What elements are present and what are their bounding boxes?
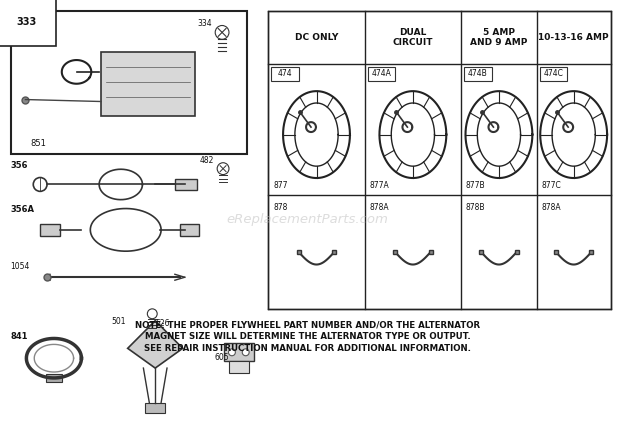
Circle shape <box>242 349 249 356</box>
Text: 5 AMP
AND 9 AMP: 5 AMP AND 9 AMP <box>470 28 528 47</box>
Text: 878A: 878A <box>542 203 561 212</box>
Bar <box>11 11 247 154</box>
Text: 526: 526 <box>155 319 170 328</box>
Text: NOTE: THE PROPER FLYWHEEL PART NUMBER AND/OR THE ALTERNATOR
MAGNET SIZE WILL DET: NOTE: THE PROPER FLYWHEEL PART NUMBER AN… <box>135 321 480 353</box>
FancyBboxPatch shape <box>229 361 249 373</box>
Bar <box>101 52 195 117</box>
Text: DUAL
CIRCUIT: DUAL CIRCUIT <box>392 28 433 47</box>
Polygon shape <box>128 321 183 368</box>
Text: 877: 877 <box>273 181 288 191</box>
Text: 877B: 877B <box>466 181 485 191</box>
Bar <box>272 67 299 81</box>
Text: 841: 841 <box>11 332 28 341</box>
Text: 474A: 474A <box>371 69 391 78</box>
Text: 878A: 878A <box>370 203 389 212</box>
Text: 877C: 877C <box>542 181 562 191</box>
Bar <box>368 67 395 81</box>
Bar <box>175 179 197 191</box>
Bar <box>46 374 62 382</box>
Text: 878B: 878B <box>466 203 485 212</box>
Text: 878: 878 <box>273 203 288 212</box>
Text: 356A: 356A <box>11 205 35 214</box>
Text: 474C: 474C <box>544 69 564 78</box>
FancyBboxPatch shape <box>224 343 254 361</box>
Text: 605: 605 <box>215 353 229 362</box>
Text: 501: 501 <box>111 317 125 326</box>
Text: 356: 356 <box>11 161 28 170</box>
Text: 1054: 1054 <box>11 262 30 272</box>
Bar <box>180 224 200 236</box>
Text: eReplacementParts.com: eReplacementParts.com <box>227 213 389 226</box>
Text: 474B: 474B <box>468 69 488 78</box>
Text: 877A: 877A <box>370 181 389 191</box>
Text: 851: 851 <box>30 139 46 148</box>
Text: 474: 474 <box>278 69 293 78</box>
Text: DC ONLY: DC ONLY <box>295 33 338 42</box>
Bar <box>464 67 492 81</box>
Text: 10-13-16 AMP: 10-13-16 AMP <box>538 33 609 42</box>
Bar <box>540 67 567 81</box>
Circle shape <box>229 349 236 356</box>
Text: 482: 482 <box>200 156 214 165</box>
Text: 333: 333 <box>17 17 37 27</box>
Bar <box>145 403 165 413</box>
Text: 334: 334 <box>198 18 212 28</box>
Bar <box>40 224 60 236</box>
